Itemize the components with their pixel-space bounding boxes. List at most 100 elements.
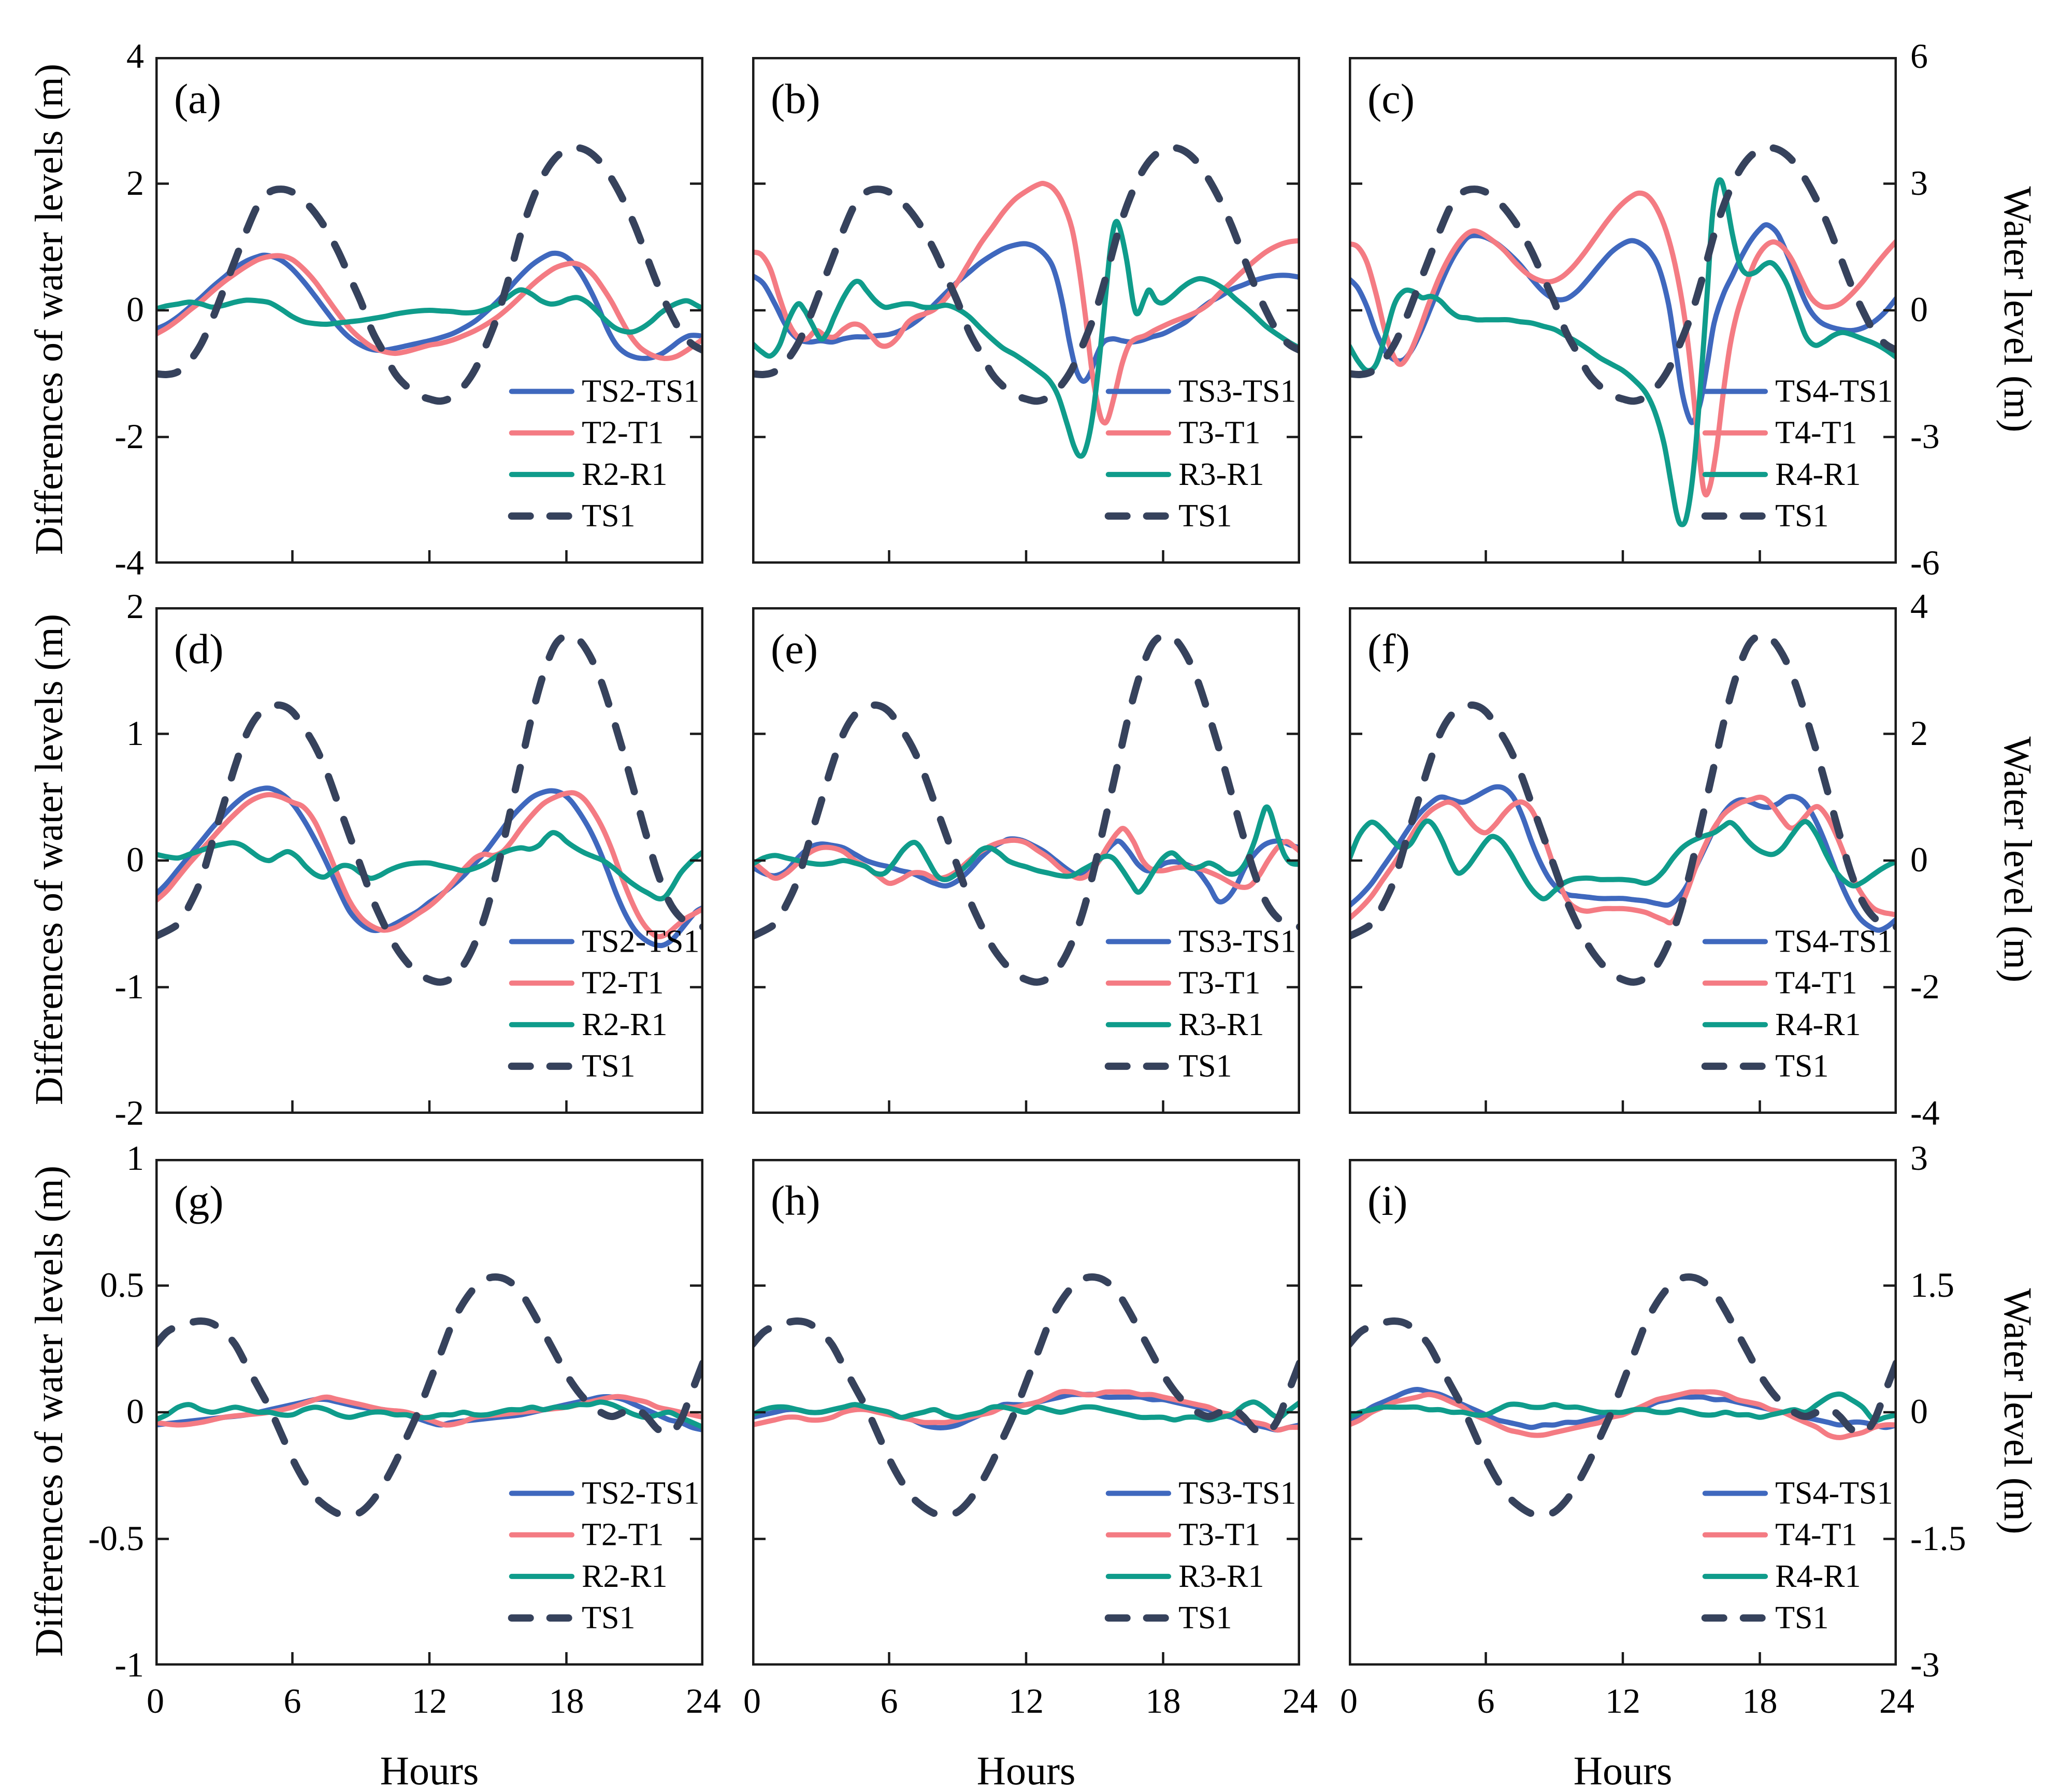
panel-e-plot: (e) TS3-TS1 T3-T1 R3-R1 TS1: [752, 607, 1300, 1114]
panel-a: (a) TS2-TS1 T2-T1 R2-R1 TS1: [155, 57, 703, 564]
y-tick-label-left: -4: [114, 543, 144, 582]
y-tick-label-right: 0: [1910, 1392, 1928, 1431]
legend-label-R3-R1: R3-R1: [1178, 1007, 1264, 1042]
panel-d: (d) TS2-TS1 T2-T1 R2-R1 TS1: [155, 607, 703, 1114]
right-axis-title-row1: Water level (m): [1996, 186, 2039, 433]
legend-label-TS1: TS1: [1178, 1600, 1232, 1636]
y-tick-label-left: 2: [126, 163, 144, 203]
series-line-TS1: [1349, 632, 1897, 986]
legend-label-T4-T1: T4-T1: [1775, 1517, 1857, 1553]
series-line-R4-R1: [1349, 177, 1897, 527]
y-tick-label-right: -3: [1910, 416, 1940, 456]
y-tick-label-right: -2: [1910, 966, 1940, 1006]
legend-label-T3-T1: T3-T1: [1178, 966, 1260, 1001]
y-tick-label-right: 1.5: [1910, 1265, 1954, 1304]
panel-i: (i) TS4-TS1 T4-T1 R4-R1 TS1: [1349, 1159, 1897, 1666]
series-line-T3-T1: [752, 826, 1300, 890]
y-tick-label-left: 4: [126, 36, 144, 76]
legend-label-R3-R1: R3-R1: [1178, 1559, 1264, 1594]
panel-letter: (c): [1367, 75, 1415, 122]
x-tick-label: 0: [147, 1681, 164, 1721]
panel-letter: (b): [771, 75, 820, 122]
y-tick-label-right: -1.5: [1910, 1518, 1966, 1558]
y-tick-label-left: 2: [126, 586, 144, 626]
legend-label-TS3-TS1: TS3-TS1: [1178, 924, 1296, 959]
x-tick-label: 12: [1009, 1681, 1044, 1721]
x-tick-label: 6: [880, 1681, 898, 1721]
legend-label-TS4-TS1: TS4-TS1: [1775, 374, 1893, 409]
series-line-T4-T1: [1349, 190, 1897, 498]
panel-b: (b) TS3-TS1 T3-T1 R3-R1 TS1: [752, 57, 1300, 564]
legend-label-T3-T1: T3-T1: [1178, 1517, 1260, 1553]
y-tick-label-right: 0: [1910, 290, 1928, 329]
legend-label-R4-R1: R4-R1: [1775, 1559, 1861, 1594]
panel-letter: (h): [771, 1177, 820, 1224]
y-tick-label-right: -4: [1910, 1093, 1940, 1132]
series-line-TS1: [752, 632, 1300, 986]
legend-label-T2-T1: T2-T1: [582, 966, 664, 1001]
panel-f: (f) TS4-TS1 T4-T1 R4-R1 TS1: [1349, 607, 1897, 1114]
left-axis-title-row1: Differences of water levels (m): [27, 63, 71, 555]
legend-label-TS1: TS1: [1178, 1049, 1232, 1084]
series-line-R2-R1: [155, 1399, 703, 1430]
x-axis-title: Hours: [976, 1748, 1076, 1792]
legend-label-T4-T1: T4-T1: [1775, 966, 1857, 1001]
legend-label-TS1: TS1: [1775, 498, 1828, 534]
legend-label-R3-R1: R3-R1: [1178, 457, 1264, 492]
legend-label-R4-R1: R4-R1: [1775, 1007, 1861, 1042]
legend-label-TS2-TS1: TS2-TS1: [582, 924, 699, 959]
y-tick-label-left: 0: [126, 1392, 144, 1431]
legend-label-TS4-TS1: TS4-TS1: [1775, 1475, 1893, 1511]
y-tick-label-left: 0: [126, 290, 144, 329]
x-tick-label: 12: [1605, 1681, 1640, 1721]
series-line-TS1: [155, 144, 703, 405]
legend-label-TS3-TS1: TS3-TS1: [1178, 374, 1296, 409]
series-line-T4-T1: [1349, 794, 1897, 926]
series-line-TS1: [1349, 1273, 1897, 1519]
series-line-TS1: [155, 632, 703, 986]
panel-letter: (g): [174, 1177, 224, 1224]
right-axis-title-row2: Water level (m): [1996, 736, 2039, 983]
legend-label-T2-T1: T2-T1: [582, 1517, 664, 1553]
y-tick-label-left: 1: [126, 1138, 144, 1178]
series-line-TS1: [1349, 144, 1897, 405]
panel-b-plot: (b) TS3-TS1 T3-T1 R3-R1 TS1: [752, 57, 1300, 564]
legend-label-R2-R1: R2-R1: [582, 1559, 667, 1594]
panel-h-plot: (h) TS3-TS1 T3-T1 R3-R1 TS1: [752, 1159, 1300, 1666]
panel-h: (h) TS3-TS1 T3-T1 R3-R1 TS1: [752, 1159, 1300, 1666]
series-line-T3-T1: [752, 181, 1300, 426]
x-tick-label: 18: [1742, 1681, 1778, 1721]
series-line-R3-R1: [752, 1399, 1300, 1423]
y-tick-label-right: -6: [1910, 543, 1940, 582]
y-tick-label-left: 0.5: [100, 1265, 144, 1304]
x-tick-label: 0: [743, 1681, 761, 1721]
series-line-R3-R1: [752, 804, 1300, 895]
legend-label-T4-T1: T4-T1: [1775, 415, 1857, 451]
y-tick-label-left: 0: [126, 840, 144, 879]
y-tick-label-right: 2: [1910, 713, 1928, 753]
legend-label-TS4-TS1: TS4-TS1: [1775, 924, 1893, 959]
panel-g: (g) TS2-TS1 T2-T1 R2-R1 TS1: [155, 1159, 703, 1666]
panel-d-plot: (d) TS2-TS1 T2-T1 R2-R1 TS1: [155, 607, 703, 1114]
series-line-T2-T1: [155, 253, 703, 361]
panel-c-plot: (c) TS4-TS1 T4-T1 R4-R1 TS1: [1349, 57, 1897, 564]
series-line-TS1: [752, 1273, 1300, 1519]
legend-label-TS1: TS1: [1775, 1600, 1828, 1636]
series-line-TS1: [752, 144, 1300, 405]
legend-label-TS1: TS1: [582, 1600, 635, 1636]
legend-label-TS1: TS1: [582, 1049, 635, 1084]
series-line-TS4-TS1: [1349, 784, 1897, 933]
y-tick-label-right: 6: [1910, 36, 1928, 76]
series-line-R3-R1: [752, 219, 1300, 459]
series-line-T2-T1: [155, 790, 703, 939]
panel-a-plot: (a) TS2-TS1 T2-T1 R2-R1 TS1: [155, 57, 703, 564]
panel-g-plot: (g) TS2-TS1 T2-T1 R2-R1 TS1: [155, 1159, 703, 1666]
y-tick-label-right: 3: [1910, 1138, 1928, 1178]
legend-label-TS1: TS1: [1775, 1049, 1828, 1084]
legend-label-R4-R1: R4-R1: [1775, 457, 1861, 492]
series-line-R2-R1: [155, 287, 703, 335]
legend-label-T3-T1: T3-T1: [1178, 415, 1260, 451]
x-tick-label: 24: [686, 1681, 721, 1721]
legend-label-T2-T1: T2-T1: [582, 415, 664, 451]
